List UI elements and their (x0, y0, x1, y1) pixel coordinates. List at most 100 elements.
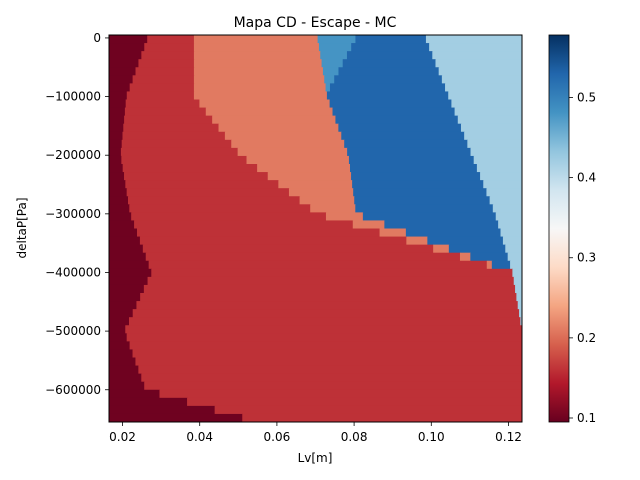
dark-red-band-row-segment (109, 59, 140, 68)
red-band-row-segment (142, 244, 434, 254)
y-tick-label: −300000 (45, 207, 101, 221)
salmon-band-row-segment (299, 196, 355, 205)
salmon-band-row-segment (486, 260, 493, 270)
salmon-band-row-segment (218, 123, 339, 133)
dark-blue-band-row-segment (332, 107, 456, 117)
red-band-row-segment (141, 51, 195, 60)
red-band-row-segment (131, 212, 327, 222)
dark-blue-band-row-segment (448, 244, 506, 254)
red-band-row-segment (187, 397, 522, 407)
dark-blue-band-row-segment (341, 131, 465, 141)
pale-blue-band-row-segment (495, 212, 522, 222)
pale-blue-band-row-segment (448, 91, 522, 101)
dark-red-band-row-segment (109, 43, 145, 52)
red-band-row-segment (148, 260, 488, 270)
y-tick-label: −500000 (45, 324, 101, 338)
pale-blue-band-row-segment (505, 244, 522, 254)
pale-blue-band-row-segment (476, 164, 522, 173)
pale-blue-band-row-segment (519, 309, 522, 318)
salmon-band-row-segment (459, 252, 471, 262)
dark-red-band-row-segment (109, 268, 152, 278)
pale-blue-band-row-segment (517, 301, 522, 310)
y-tick-label: −200000 (45, 148, 101, 162)
light-blue-band-row-segment (318, 43, 352, 52)
red-band-row-segment (126, 91, 195, 101)
dark-red-band-row-segment (109, 405, 216, 415)
salmon-band-row-segment (193, 51, 321, 60)
x-tick-label: 0.08 (341, 430, 368, 444)
dark-red-band-row-segment (109, 139, 123, 149)
dark-red-band-row-segment (109, 349, 134, 359)
pale-blue-band-row-segment (441, 75, 522, 84)
salmon-band-row-segment (193, 59, 323, 68)
salmon-band-row-segment (278, 180, 353, 189)
dark-blue-band-row-segment (326, 91, 449, 101)
dark-red-band-row-segment (109, 365, 139, 375)
salmon-band-row-segment (212, 115, 337, 125)
dark-red-band-row-segment (109, 373, 142, 383)
red-band-row-segment (144, 43, 195, 52)
pale-blue-band-row-segment (473, 155, 522, 165)
red-band-row-segment (129, 341, 522, 351)
red-band-row-segment (134, 220, 354, 230)
salmon-band-row-segment (205, 107, 334, 117)
dark-red-band-row-segment (109, 389, 161, 399)
red-band-row-segment (125, 180, 279, 189)
red-band-row-segment (124, 107, 207, 117)
dark-red-band-row-segment (109, 293, 141, 302)
salmon-band-row-segment (406, 236, 428, 246)
salmon-band-row-segment (224, 131, 342, 141)
red-band-row-segment (144, 381, 522, 391)
y-tick-label: −100000 (45, 90, 101, 104)
pale-blue-band-row-segment (492, 204, 522, 213)
salmon-band-row-segment (246, 155, 350, 165)
dark-blue-band-row-segment (384, 220, 499, 230)
pale-blue-band-row-segment (483, 180, 522, 189)
red-band-row-segment (137, 228, 381, 238)
pale-blue-band-row-segment (510, 260, 522, 270)
dark-red-band-row-segment (109, 51, 142, 60)
pale-blue-band-row-segment (470, 147, 522, 157)
pale-blue-band-row-segment (512, 268, 522, 278)
pale-blue-band-row-segment (429, 43, 522, 52)
red-band-row-segment (214, 405, 522, 415)
pale-blue-band-row-segment (480, 172, 522, 181)
red-band-row-segment (129, 83, 195, 93)
dark-blue-band-row-segment (362, 212, 497, 222)
dark-red-band-row-segment (109, 325, 126, 334)
red-band-row-segment (136, 301, 519, 310)
red-band-row-segment (151, 268, 514, 278)
salmon-band-row-segment (352, 220, 385, 230)
pale-blue-band-row-segment (438, 67, 522, 76)
dark-blue-band-row-segment (405, 228, 502, 238)
dark-red-band-row-segment (109, 228, 138, 238)
dark-blue-band-row-segment (427, 236, 504, 246)
dark-red-band-row-segment (109, 75, 134, 84)
colorbar-tick-label: 0.4 (577, 171, 596, 185)
dark-red-band-row-segment (109, 260, 150, 270)
dark-red-band-row-segment (109, 91, 128, 101)
salmon-band-row-segment (379, 228, 407, 238)
dark-red-band-row-segment (109, 155, 122, 165)
dark-red-band-row-segment (109, 252, 147, 262)
colorbar-tick-label: 0.2 (577, 331, 596, 345)
dark-blue-band-row-segment (350, 164, 478, 173)
dark-red-band-row-segment (109, 413, 243, 422)
red-band-row-segment (138, 365, 522, 375)
red-band-row-segment (145, 252, 461, 262)
red-band-row-segment (129, 317, 521, 326)
x-tick-label: 0.02 (109, 430, 136, 444)
red-band-row-segment (125, 325, 522, 334)
pale-blue-band-row-segment (445, 83, 522, 93)
pale-blue-band-row-segment (489, 196, 522, 205)
pale-blue-band-row-segment (425, 35, 522, 44)
dark-red-band-row-segment (109, 341, 131, 351)
colorbar-tick-label: 0.3 (577, 251, 596, 265)
pale-blue-band-row-segment (435, 59, 522, 68)
dark-red-band-row-segment (109, 309, 134, 318)
dark-red-band-row-segment (109, 188, 128, 197)
pale-blue-band-row-segment (467, 139, 522, 149)
dark-blue-band-row-segment (342, 59, 437, 68)
pale-blue-band-row-segment (457, 115, 522, 125)
salmon-band-row-segment (237, 147, 348, 157)
